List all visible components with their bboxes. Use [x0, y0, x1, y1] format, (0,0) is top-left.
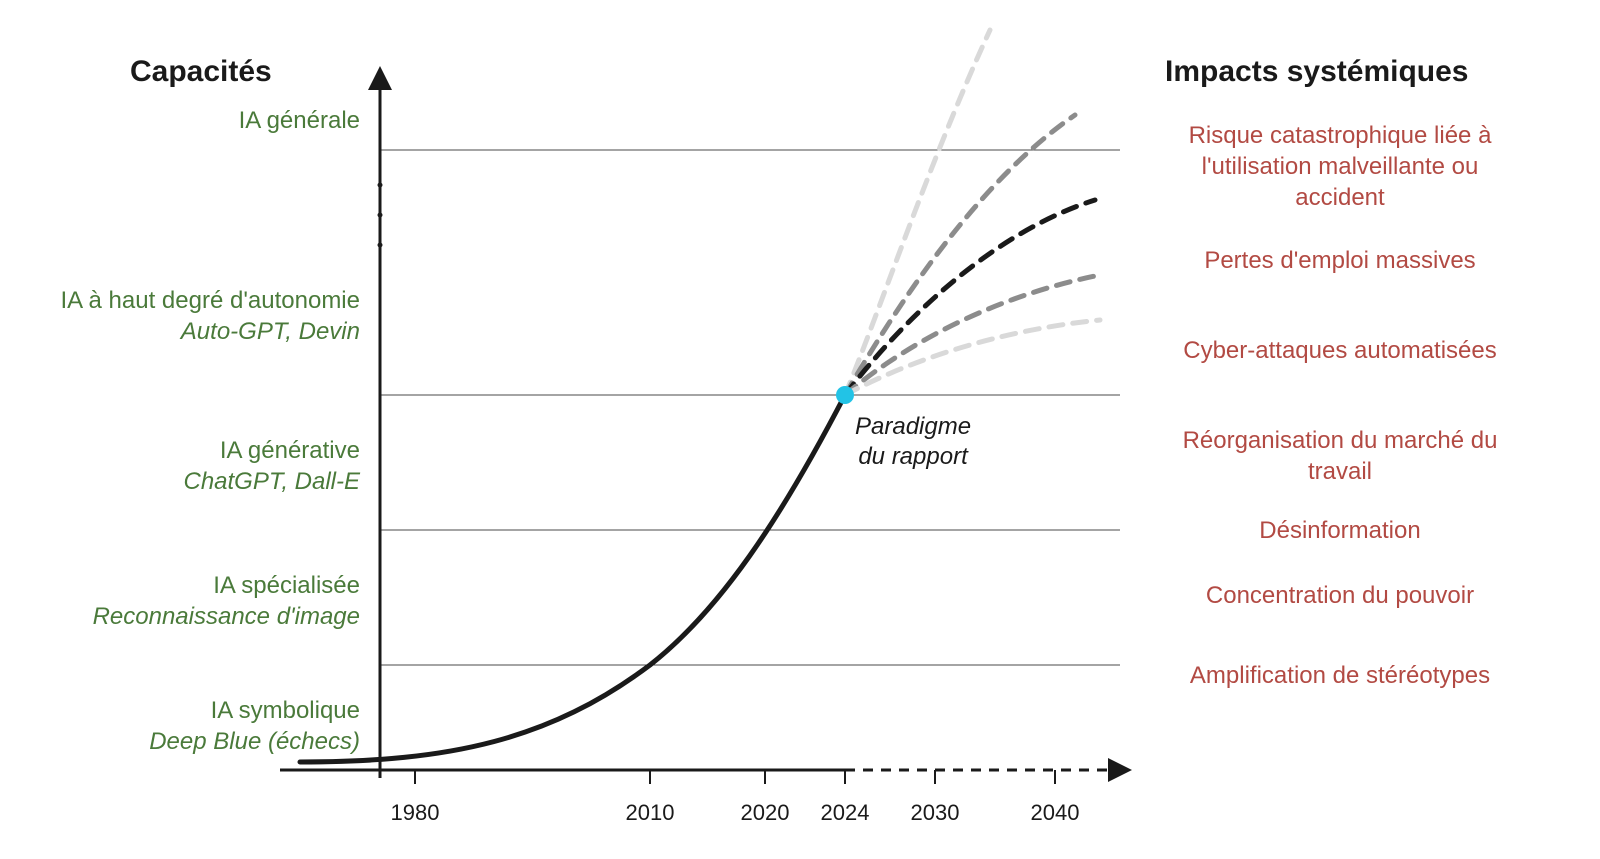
left-labels: IA générale IA à haut degré d'autonomieAu…	[0, 0, 360, 859]
impact-label: Concentration du pouvoir	[1160, 580, 1520, 611]
capability-label-example: ChatGPT, Dall-E	[20, 466, 360, 497]
annotation-line1: Paradigme	[855, 413, 971, 440]
chart-stage: Capacités Impacts systémiques IA général…	[0, 0, 1600, 859]
x-tick-label: 2040	[1031, 800, 1080, 826]
capability-label: IA à haut degré d'autonomieAuto-GPT, Dev…	[20, 285, 360, 347]
x-tick-label: 1980	[391, 800, 440, 826]
impact-label: Pertes d'emploi massives	[1160, 245, 1520, 276]
x-tick-label: 2010	[626, 800, 675, 826]
impact-label: Amplification de stéréotypes	[1160, 660, 1520, 691]
capability-label-title: IA générale	[20, 105, 360, 136]
capability-label-example: Reconnaissance d'image	[20, 601, 360, 632]
capability-label-title: IA spécialisée	[20, 570, 360, 601]
capability-label: IA générativeChatGPT, Dall-E	[20, 435, 360, 497]
impact-label: Cyber-attaques automatisées	[1160, 335, 1520, 366]
capability-label-title: IA générative	[20, 435, 360, 466]
paradigm-annotation: Paradigme du rapport	[855, 412, 971, 472]
impact-label: Réorganisation du marché du travail	[1160, 425, 1520, 487]
capability-label-example: Auto-GPT, Devin	[20, 316, 360, 347]
x-tick-label: 2030	[911, 800, 960, 826]
capability-label-title: IA symbolique	[20, 695, 360, 726]
annotation-line2: du rapport	[858, 443, 967, 470]
capability-label-example: Deep Blue (échecs)	[20, 726, 360, 757]
capability-label: IA spécialiséeReconnaissance d'image	[20, 570, 360, 632]
right-labels: Risque catastrophique liée à l'utilisati…	[1160, 0, 1530, 859]
impact-label: Désinformation	[1160, 515, 1520, 546]
capability-label: IA symboliqueDeep Blue (échecs)	[20, 695, 360, 757]
capability-label-title: IA à haut degré d'autonomie	[20, 285, 360, 316]
x-tick-label: 2020	[741, 800, 790, 826]
capability-label: IA générale	[20, 105, 360, 136]
x-tick-label: 2024	[821, 800, 870, 826]
impact-label: Risque catastrophique liée à l'utilisati…	[1160, 120, 1520, 214]
